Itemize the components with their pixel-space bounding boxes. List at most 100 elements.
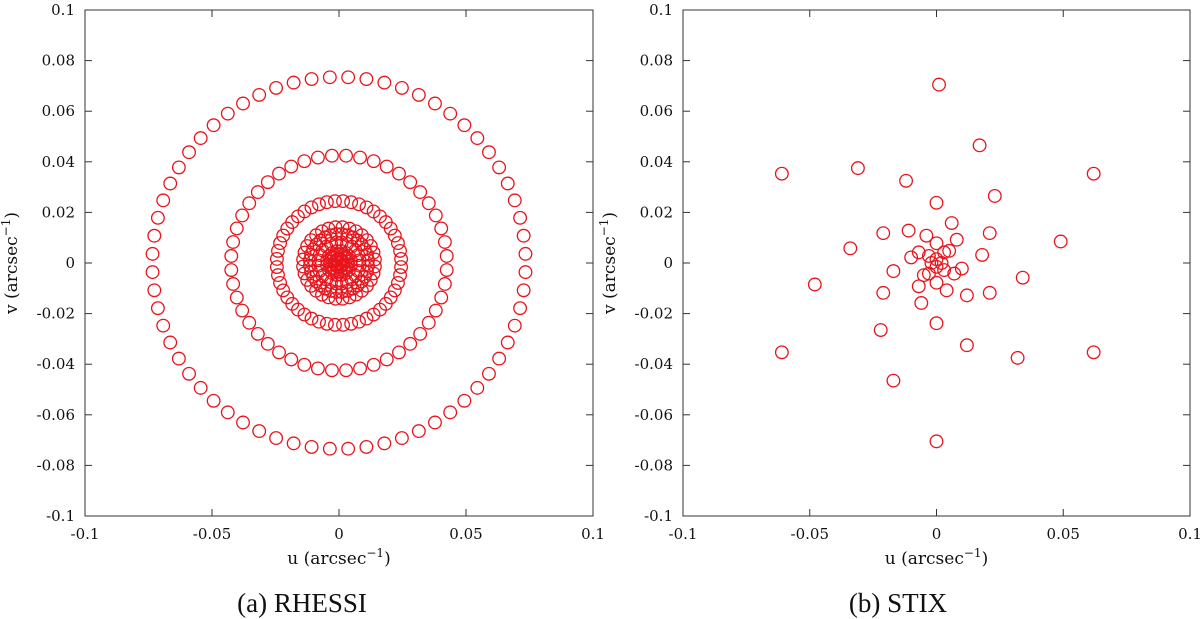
data-point — [377, 75, 392, 90]
data-point — [904, 250, 919, 265]
data-point — [482, 145, 496, 160]
data-point — [271, 243, 285, 258]
data-point — [939, 283, 954, 298]
y-tick-label: -0.06 — [635, 406, 673, 424]
y-tick-label: 0.1 — [649, 1, 673, 19]
data-point — [428, 303, 443, 318]
data-point — [354, 283, 369, 298]
y-tick-label: 0.08 — [640, 52, 673, 70]
y-tick-label: -0.1 — [46, 507, 75, 525]
data-point — [911, 245, 926, 260]
data-point — [319, 195, 334, 210]
data-point — [366, 154, 381, 169]
data-point — [235, 208, 250, 223]
data-point — [403, 336, 418, 351]
data-point — [843, 241, 858, 256]
data-point — [310, 361, 325, 376]
data-point — [518, 246, 533, 261]
data-point — [437, 235, 452, 249]
data-point — [411, 87, 426, 102]
data-point — [421, 315, 436, 330]
y-tick-label: -0.04 — [635, 355, 673, 373]
data-point — [959, 338, 974, 353]
data-point — [937, 263, 952, 278]
y-tick-label: 0.04 — [640, 153, 673, 171]
data-point — [366, 357, 381, 372]
data-point — [944, 216, 959, 230]
data-point — [156, 318, 171, 333]
x-tick-label: 0.05 — [1047, 525, 1080, 543]
data-point — [309, 228, 324, 243]
x-tick-label: -0.05 — [193, 525, 231, 543]
data-point — [273, 275, 288, 290]
data-point — [500, 335, 515, 350]
data-point — [987, 189, 1002, 203]
data-point — [297, 266, 312, 281]
data-point — [304, 278, 319, 293]
data-point — [929, 252, 944, 267]
data-point — [145, 246, 160, 261]
data-point — [341, 441, 356, 456]
y-tick-label: 0.1 — [51, 1, 75, 19]
data-point — [916, 268, 931, 283]
data-point — [924, 256, 939, 270]
data-point — [269, 260, 284, 275]
data-point — [280, 221, 295, 236]
data-point — [421, 196, 436, 211]
data-point — [507, 318, 522, 333]
data-point — [297, 245, 312, 260]
data-point — [171, 351, 186, 366]
data-point — [321, 290, 336, 305]
data-point — [156, 193, 171, 208]
data-point — [518, 265, 533, 280]
data-point — [443, 106, 458, 121]
y-tick-label: 0 — [65, 254, 75, 272]
data-point — [911, 279, 926, 294]
data-point — [272, 345, 286, 360]
data-point — [929, 259, 944, 274]
data-point — [482, 366, 496, 381]
data-point — [335, 257, 350, 272]
data-point — [284, 352, 299, 367]
data-point — [359, 311, 374, 326]
data-point — [226, 277, 241, 291]
data-point — [342, 221, 357, 236]
data-point — [352, 197, 366, 212]
data-point — [236, 96, 250, 111]
data-point — [206, 393, 221, 408]
data-point — [145, 265, 160, 280]
x-tick-label: -0.1 — [669, 525, 698, 543]
data-point — [507, 193, 522, 208]
data-point — [163, 335, 178, 350]
data-point — [390, 236, 405, 251]
y-tick-label: 0.06 — [42, 102, 75, 120]
data-point — [322, 70, 337, 85]
data-point — [224, 263, 239, 277]
data-point — [304, 72, 319, 87]
data-point — [150, 210, 165, 225]
data-point — [470, 380, 485, 395]
x-axis-label: u (arcsec−1) — [885, 546, 988, 569]
data-point — [182, 145, 196, 160]
data-point — [304, 311, 319, 326]
data-point — [286, 436, 301, 451]
data-point — [934, 256, 949, 270]
y-tick-label: -0.06 — [37, 406, 75, 424]
data-point — [242, 315, 257, 330]
panel-rhessi: -0.1 -0.05 0 0.05 0.1 -0.1 -0.08 -0.06 -0.04 -0.0… — [0, 1, 605, 618]
y-tick-label: 0.08 — [42, 52, 75, 70]
x-tick-label: 0.1 — [581, 525, 605, 543]
data-point — [954, 261, 969, 276]
data-point — [377, 436, 392, 451]
data-point — [901, 223, 916, 238]
data-point — [284, 159, 299, 174]
data-point — [206, 118, 221, 133]
data-point — [774, 345, 789, 360]
data-point — [443, 405, 458, 420]
data-point — [273, 236, 288, 251]
data-point — [921, 248, 936, 263]
data-point — [942, 243, 957, 258]
y-axis-label: v (arcsec−1) — [0, 212, 22, 315]
x-tick-label: -0.05 — [791, 525, 829, 543]
data-point — [272, 166, 286, 181]
